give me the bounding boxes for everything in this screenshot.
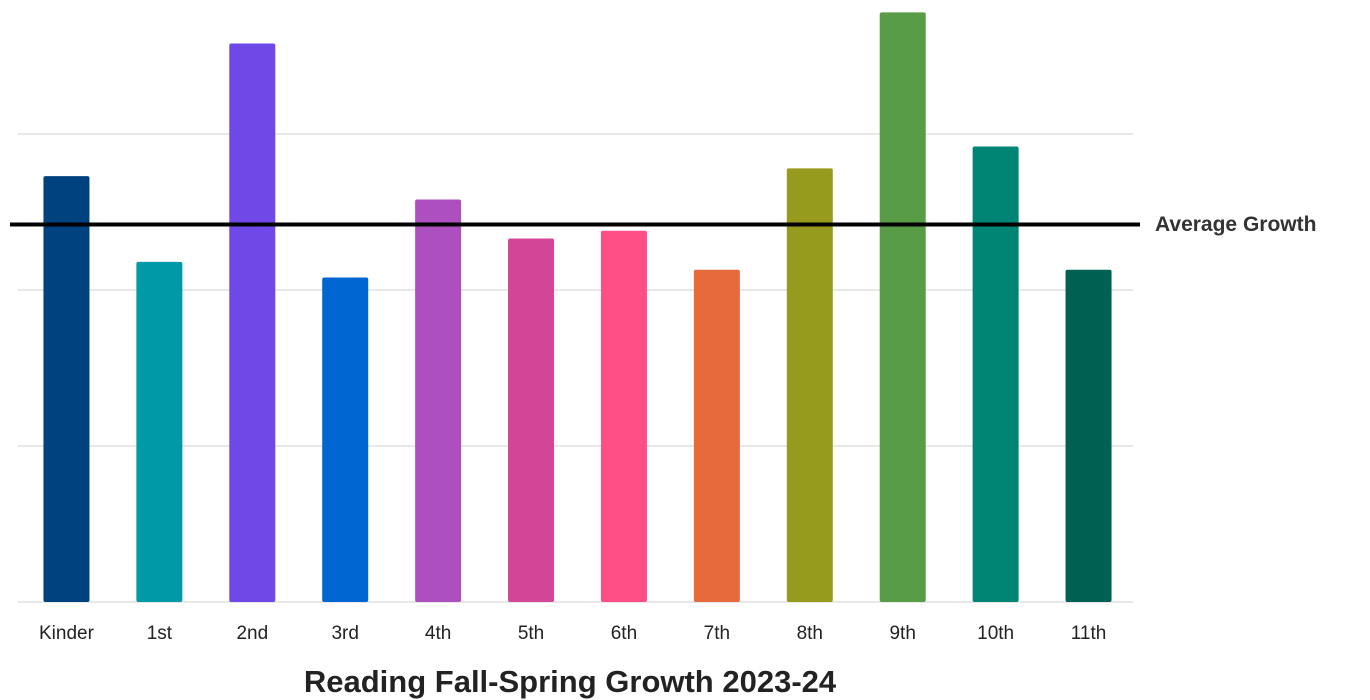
bar bbox=[322, 277, 369, 602]
x-tick-label: 8th bbox=[797, 623, 823, 644]
bar bbox=[972, 146, 1019, 603]
bar bbox=[508, 238, 555, 602]
bar bbox=[693, 269, 740, 602]
x-tick-label: 4th bbox=[425, 623, 451, 644]
x-tick-label: 1st bbox=[147, 623, 173, 644]
x-tick-label: 10th bbox=[977, 623, 1014, 644]
bar bbox=[1065, 269, 1112, 602]
bar bbox=[415, 199, 462, 602]
x-tick-label: 11th bbox=[1071, 623, 1107, 644]
bar bbox=[600, 230, 647, 602]
chart-title: Reading Fall-Spring Growth 2023-24 bbox=[304, 664, 837, 699]
bar bbox=[43, 176, 90, 602]
x-tick-label: 5th bbox=[518, 623, 544, 644]
x-tick-label: 6th bbox=[611, 623, 637, 644]
x-tick-label: 3rd bbox=[331, 623, 358, 644]
bar bbox=[229, 43, 276, 602]
x-tick-label: Kinder bbox=[39, 623, 95, 644]
bar bbox=[879, 12, 926, 602]
x-tick-label: 9th bbox=[889, 623, 915, 644]
x-tick-label: 2nd bbox=[236, 623, 268, 644]
bar bbox=[786, 168, 833, 602]
x-tick-label: 7th bbox=[704, 623, 730, 644]
reference-label: Average Growth bbox=[1155, 213, 1316, 236]
bar bbox=[136, 261, 183, 602]
